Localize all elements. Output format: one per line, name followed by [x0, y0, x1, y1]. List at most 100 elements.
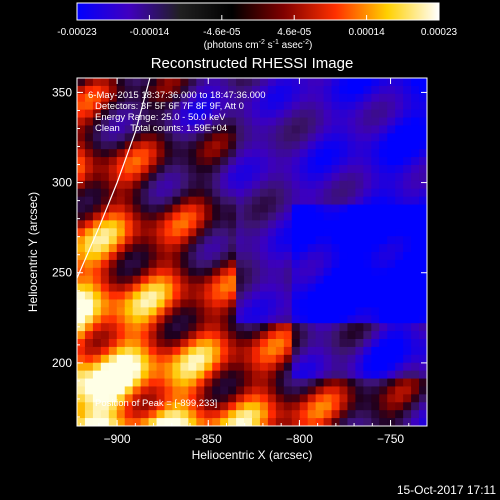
- heatmap-pixel: [156, 85, 166, 95]
- heatmap-pixel: [379, 180, 388, 190]
- heatmap-pixel: [252, 141, 261, 150]
- heatmap-pixel: [164, 244, 174, 253]
- heatmap-pixel: [291, 323, 301, 332]
- heatmap-pixel: [228, 172, 237, 182]
- heatmap-pixel: [331, 275, 341, 285]
- heatmap-pixel: [156, 354, 166, 364]
- heatmap-pixel: [252, 188, 261, 198]
- heatmap-pixel: [315, 267, 325, 277]
- heatmap-pixel: [92, 394, 102, 403]
- heatmap-pixel: [339, 275, 349, 285]
- heatmap-pixel: [252, 78, 261, 87]
- heatmap-pixel: [244, 315, 253, 324]
- heatmap-pixel: [331, 315, 341, 324]
- heatmap-pixel: [124, 157, 134, 166]
- heatmap-pixel: [148, 85, 158, 95]
- heatmap-pixel: [403, 252, 412, 261]
- heatmap-pixel: [132, 93, 142, 103]
- x-axis-ticks: −900 −850 −800 −750: [80, 78, 428, 446]
- heatmap-pixel: [204, 410, 213, 419]
- heatmap-pixel: [212, 307, 221, 316]
- heatmap-pixel: [323, 252, 333, 261]
- heatmap-pixel: [100, 370, 110, 380]
- heatmap-pixel: [339, 85, 349, 95]
- heatmap-pixel: [411, 362, 420, 372]
- heatmap-pixel: [100, 165, 110, 174]
- heatmap-pixel: [323, 394, 333, 403]
- heatmap-pixel: [132, 362, 142, 372]
- heatmap-pixel: [379, 85, 388, 95]
- heatmap-pixel: [116, 315, 126, 324]
- heatmap-pixel: [124, 354, 134, 364]
- heatmap-pixel: [299, 133, 309, 142]
- heatmap-pixel: [108, 93, 118, 103]
- heatmap-pixel: [291, 267, 301, 277]
- heatmap-pixel: [395, 93, 404, 103]
- heatmap-pixel: [148, 165, 158, 174]
- heatmap-pixel: [315, 157, 325, 166]
- heatmap-pixel: [379, 228, 388, 237]
- heatmap-pixel: [84, 157, 94, 166]
- heatmap-pixel: [92, 378, 102, 388]
- heatmap-pixel: [363, 204, 372, 214]
- x-tick-label: −800: [286, 432, 313, 446]
- heatmap-pixel: [259, 78, 269, 87]
- heatmap-pixel: [291, 275, 301, 285]
- heatmap-pixel: [331, 259, 341, 269]
- heatmap-pixel: [156, 331, 166, 340]
- heatmap-pixel: [140, 236, 150, 245]
- heatmap-pixel: [299, 370, 309, 380]
- heatmap-pixel: [100, 78, 110, 87]
- heatmap-pixel: [291, 188, 301, 198]
- heatmap-pixel: [140, 109, 150, 119]
- heatmap-pixel: [299, 252, 309, 261]
- heatmap-pixel: [156, 299, 166, 308]
- heatmap-pixel: [291, 157, 301, 166]
- heatmap-pixel: [196, 109, 205, 119]
- heatmap-pixel: [236, 315, 245, 324]
- heatmap-pixel: [307, 244, 317, 253]
- heatmap-pixel: [204, 346, 213, 356]
- heatmap-pixel: [228, 149, 237, 158]
- heatmap-pixel: [355, 410, 364, 419]
- heatmap-pixel: [419, 275, 427, 285]
- heatmap-pixel: [379, 378, 388, 388]
- heatmap-pixel: [148, 315, 158, 324]
- heatmap-pixel: [236, 354, 245, 364]
- heatmap-pixel: [363, 149, 372, 158]
- heatmap-pixel: [156, 267, 166, 277]
- heatmap-pixel: [307, 394, 317, 403]
- heatmap-pixel: [244, 299, 253, 308]
- heatmap-pixel: [140, 386, 150, 395]
- heatmap-pixel: [371, 172, 380, 182]
- heatmap-pixel: [140, 157, 150, 166]
- heatmap-pixel: [387, 354, 396, 364]
- heatmap-pixel: [244, 291, 253, 301]
- heatmap-pixel: [387, 188, 396, 198]
- heatmap-pixel: [315, 93, 325, 103]
- heatmap-pixel: [188, 252, 197, 261]
- heatmap-pixel: [172, 267, 181, 277]
- colorbar: [76, 2, 440, 21]
- annotation-block: 6-May-2015 18:37:36.000 to 18:47:36.000 …: [88, 90, 265, 409]
- heatmap-pixel: [164, 125, 174, 134]
- heatmap-pixel: [315, 307, 325, 316]
- heatmap-pixel: [411, 220, 420, 229]
- heatmap-pixel: [132, 259, 142, 269]
- heatmap-pixel: [411, 299, 420, 308]
- heatmap-pixel: [172, 236, 181, 245]
- heatmap-pixel: [84, 85, 94, 95]
- heatmap-pixel: [124, 180, 134, 190]
- heatmap-pixel: [116, 172, 126, 182]
- heatmap-pixel: [196, 339, 205, 348]
- heatmap-pixel: [164, 267, 174, 277]
- heatmap-pixel: [132, 188, 142, 198]
- heatmap-pixel: [172, 228, 181, 237]
- heatmap-pixel: [156, 188, 166, 198]
- heatmap-pixel: [307, 331, 317, 340]
- heatmap-pixel: [100, 93, 110, 103]
- heatmap-pixel: [77, 78, 86, 87]
- heatmap-pixel: [180, 125, 189, 134]
- heatmap-pixel: [164, 307, 174, 316]
- heatmap-pixel: [387, 165, 396, 174]
